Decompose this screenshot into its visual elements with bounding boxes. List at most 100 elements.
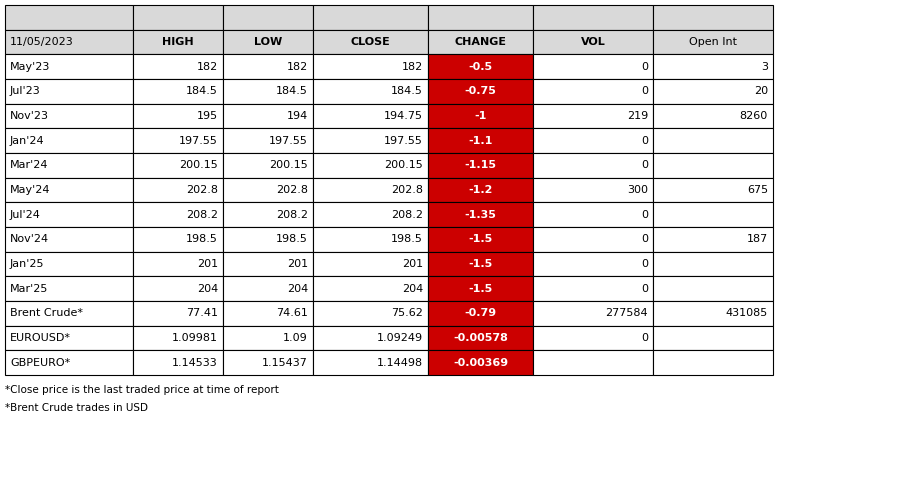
Bar — [533, 301, 653, 326]
Text: 0: 0 — [641, 87, 648, 97]
Text: Jul'23: Jul'23 — [10, 87, 40, 97]
Bar — [223, 5, 313, 30]
Text: -0.75: -0.75 — [464, 87, 497, 97]
Text: 0: 0 — [641, 333, 648, 343]
Text: -1: -1 — [474, 111, 487, 121]
Bar — [533, 276, 653, 301]
Text: 74.61: 74.61 — [276, 308, 308, 318]
Text: 204: 204 — [286, 283, 308, 293]
Bar — [653, 202, 773, 227]
Bar — [133, 128, 223, 153]
Text: 182: 182 — [401, 62, 423, 72]
Text: 198.5: 198.5 — [392, 234, 423, 244]
Bar — [533, 178, 653, 202]
Text: 197.55: 197.55 — [179, 136, 218, 146]
Text: 8260: 8260 — [740, 111, 768, 121]
Bar — [428, 301, 533, 326]
Text: 0: 0 — [641, 160, 648, 170]
Text: 201: 201 — [402, 259, 423, 269]
Bar — [653, 79, 773, 104]
Bar — [653, 251, 773, 276]
Text: 1.14533: 1.14533 — [172, 358, 218, 368]
Text: Open Int: Open Int — [689, 37, 737, 47]
Text: 204: 204 — [401, 283, 423, 293]
Text: Brent Crude*: Brent Crude* — [10, 308, 83, 318]
Text: 75.62: 75.62 — [392, 308, 423, 318]
Text: 208.2: 208.2 — [391, 210, 423, 220]
Text: 182: 182 — [286, 62, 308, 72]
Bar — [5, 104, 133, 128]
Bar — [223, 79, 313, 104]
Bar — [133, 178, 223, 202]
Text: 0: 0 — [641, 210, 648, 220]
Bar — [533, 54, 653, 79]
Text: Jul'24: Jul'24 — [10, 210, 41, 220]
Text: 208.2: 208.2 — [276, 210, 308, 220]
Bar — [313, 54, 428, 79]
Bar — [653, 153, 773, 178]
Bar — [428, 178, 533, 202]
Text: 197.55: 197.55 — [384, 136, 423, 146]
Bar — [428, 54, 533, 79]
Text: 0: 0 — [641, 136, 648, 146]
Bar — [533, 79, 653, 104]
Bar — [133, 326, 223, 350]
Bar — [428, 350, 533, 375]
Bar — [5, 153, 133, 178]
Text: 202.8: 202.8 — [186, 185, 218, 195]
Text: 200.15: 200.15 — [180, 160, 218, 170]
Text: -0.5: -0.5 — [469, 62, 493, 72]
Bar — [313, 30, 428, 54]
Text: 20: 20 — [754, 87, 768, 97]
Text: 198.5: 198.5 — [186, 234, 218, 244]
Bar — [223, 350, 313, 375]
Text: 1.09: 1.09 — [283, 333, 308, 343]
Text: -0.00369: -0.00369 — [453, 358, 508, 368]
Text: 0: 0 — [641, 234, 648, 244]
Text: 675: 675 — [747, 185, 768, 195]
Bar — [428, 227, 533, 251]
Text: -1.35: -1.35 — [464, 210, 497, 220]
Bar — [653, 350, 773, 375]
Bar — [428, 30, 533, 54]
Bar — [313, 79, 428, 104]
Text: 198.5: 198.5 — [276, 234, 308, 244]
Bar — [5, 30, 133, 54]
Text: 184.5: 184.5 — [186, 87, 218, 97]
Bar — [313, 301, 428, 326]
Text: HIGH: HIGH — [163, 37, 194, 47]
Bar — [133, 153, 223, 178]
Text: EUROUSD*: EUROUSD* — [10, 333, 71, 343]
Text: -0.79: -0.79 — [464, 308, 497, 318]
Bar — [223, 128, 313, 153]
Bar — [133, 227, 223, 251]
Text: May'24: May'24 — [10, 185, 50, 195]
Bar — [313, 227, 428, 251]
Text: VOL: VOL — [581, 37, 605, 47]
Bar — [223, 30, 313, 54]
Text: 300: 300 — [627, 185, 648, 195]
Bar — [313, 153, 428, 178]
Bar — [428, 5, 533, 30]
Text: 1.15437: 1.15437 — [262, 358, 308, 368]
Text: -1.2: -1.2 — [469, 185, 493, 195]
Bar — [133, 301, 223, 326]
Bar — [313, 5, 428, 30]
Text: 202.8: 202.8 — [276, 185, 308, 195]
Bar — [533, 30, 653, 54]
Bar — [313, 326, 428, 350]
Text: May'23: May'23 — [10, 62, 50, 72]
Text: 0: 0 — [641, 62, 648, 72]
Text: -1.1: -1.1 — [469, 136, 493, 146]
Text: Mar'25: Mar'25 — [10, 283, 48, 293]
Bar — [428, 153, 533, 178]
Text: CLOSE: CLOSE — [350, 37, 391, 47]
Text: Mar'24: Mar'24 — [10, 160, 48, 170]
Bar — [653, 5, 773, 30]
Text: LOW: LOW — [254, 37, 282, 47]
Bar — [313, 104, 428, 128]
Bar — [5, 251, 133, 276]
Text: 1.09981: 1.09981 — [172, 333, 218, 343]
Text: GBPEURO*: GBPEURO* — [10, 358, 70, 368]
Text: Jan'24: Jan'24 — [10, 136, 45, 146]
